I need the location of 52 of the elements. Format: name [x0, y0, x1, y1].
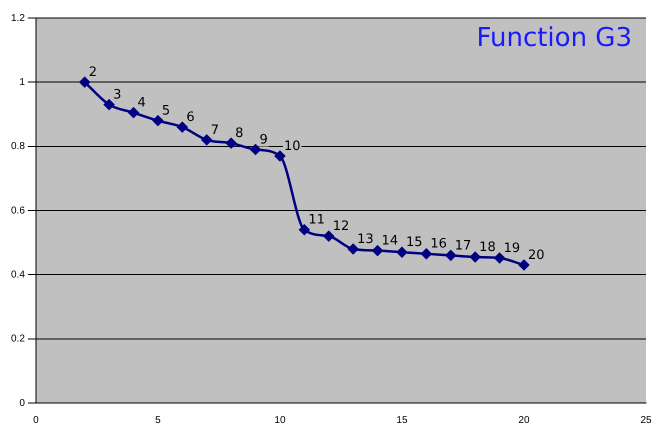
y-tick-label: 0.2 — [10, 334, 26, 345]
annotation: 4 — [138, 96, 146, 111]
annotation: 20 — [528, 248, 545, 263]
point — [274, 150, 286, 162]
point — [446, 250, 456, 261]
y-tick-label: 0.8 — [10, 141, 26, 152]
x-tick-label: 25 — [640, 414, 652, 426]
annotation: 12 — [332, 219, 350, 234]
y-tick-label: 0.6 — [10, 205, 26, 216]
point — [152, 115, 164, 126]
x-tick-label: 5 — [155, 414, 162, 426]
point — [372, 245, 383, 256]
annotation: 18 — [479, 240, 496, 255]
point — [348, 244, 358, 254]
y-tick-label: 1 — [19, 76, 26, 88]
annotation: 5 — [162, 104, 170, 119]
annotation: 3 — [113, 88, 122, 102]
point — [299, 224, 310, 235]
annotation: 2 — [88, 65, 97, 80]
annotation: 13 — [357, 232, 374, 247]
x-tick-label: 15 — [396, 414, 408, 426]
point — [250, 144, 261, 155]
chart-title: Function G3 — [476, 22, 632, 53]
y-tick-label: 0.4 — [10, 269, 26, 280]
point — [421, 248, 432, 260]
annotation: 8 — [235, 126, 244, 141]
point — [494, 252, 505, 264]
point — [104, 99, 114, 110]
x-tick-label: 0 — [33, 414, 40, 426]
point — [177, 122, 188, 132]
point — [201, 134, 212, 146]
annotation: 11 — [308, 212, 325, 228]
point — [128, 107, 139, 118]
annotation: 14 — [382, 233, 398, 248]
point — [226, 138, 236, 148]
point — [518, 260, 530, 270]
point — [396, 246, 408, 258]
annotation: 6 — [186, 110, 195, 125]
x-tick-label: 10 — [274, 414, 286, 426]
annotation: 17 — [454, 238, 472, 254]
point — [324, 230, 334, 242]
point — [470, 252, 480, 262]
y-tick-label: 0 — [19, 398, 26, 409]
point — [79, 76, 90, 88]
y-tick-label: 1.2 — [10, 12, 26, 24]
annotation: 7 — [210, 122, 220, 138]
annotation: 9 — [260, 132, 268, 148]
annotation: 10 — [284, 138, 300, 154]
annotation: 15 — [406, 235, 423, 250]
annotation: 19 — [504, 240, 520, 256]
x-tick-label: 20 — [518, 414, 530, 426]
annotation: 16 — [430, 236, 447, 252]
